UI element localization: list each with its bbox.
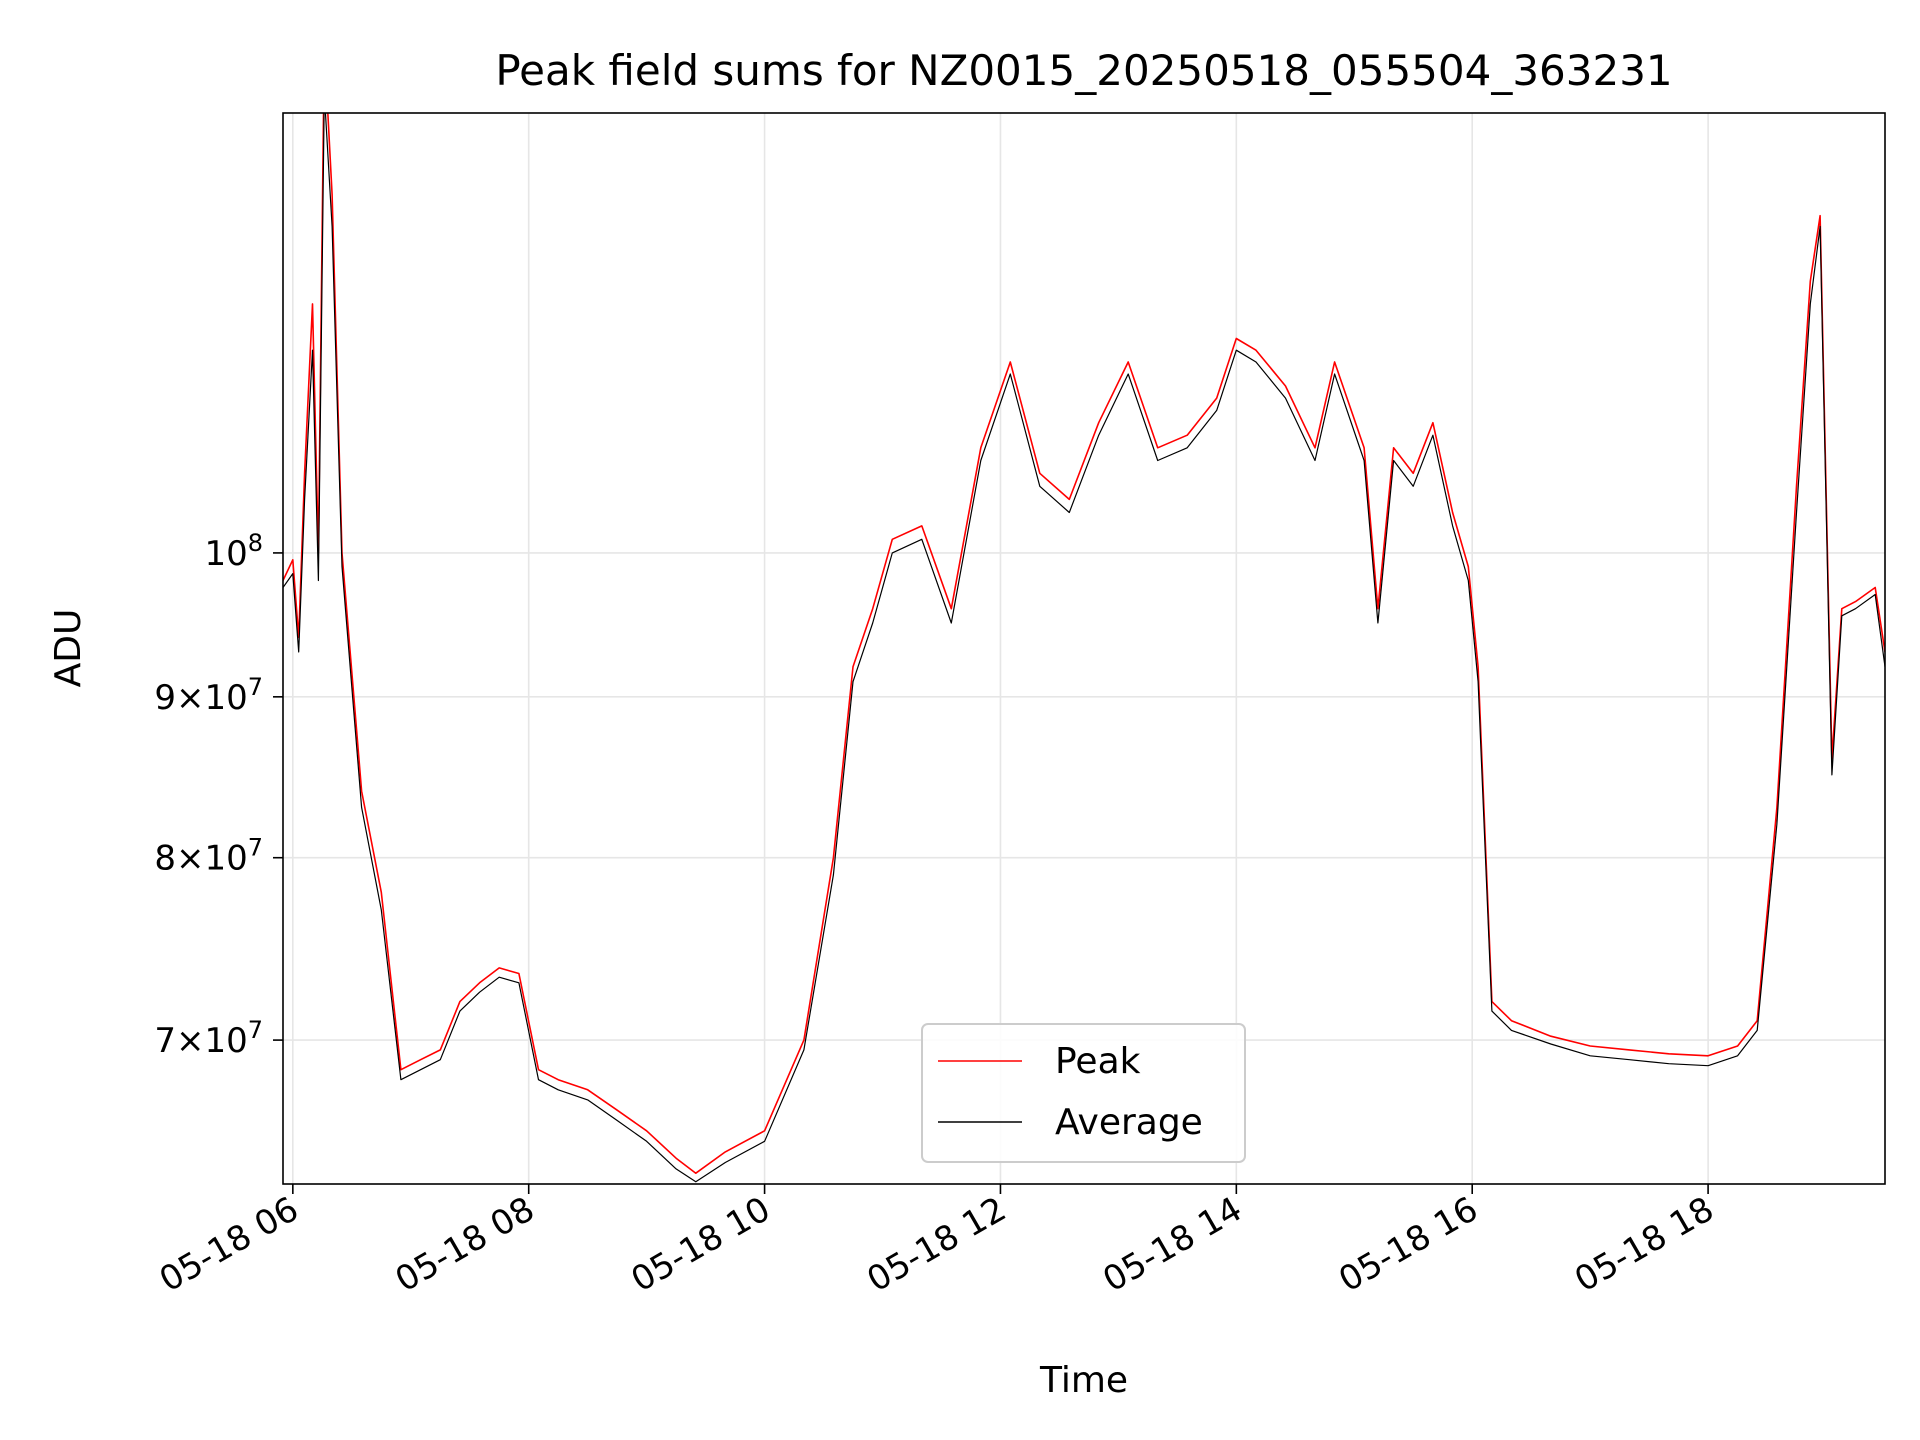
x-axis-label: Time [1039, 1360, 1128, 1401]
grid-lines [283, 113, 1885, 1184]
series-line-average [283, 113, 1885, 1183]
legend: Peak Average [921, 1023, 1246, 1163]
chart-title: Peak field sums for NZ0015_20250518_0555… [495, 46, 1672, 95]
y-tick-label: 8×107 [154, 834, 263, 879]
legend-box [921, 1023, 1246, 1163]
series-line-peak [283, 113, 1885, 1174]
plot-frame [282, 112, 1886, 1185]
legend-label-peak: Peak [1055, 1041, 1141, 1082]
series-layer [283, 113, 1885, 1183]
legend-label-average: Average [1055, 1102, 1203, 1143]
y-axis-label: ADU [48, 609, 89, 688]
y-tick-label: 7×107 [154, 1016, 263, 1061]
y-tick-label: 9×107 [154, 673, 263, 718]
